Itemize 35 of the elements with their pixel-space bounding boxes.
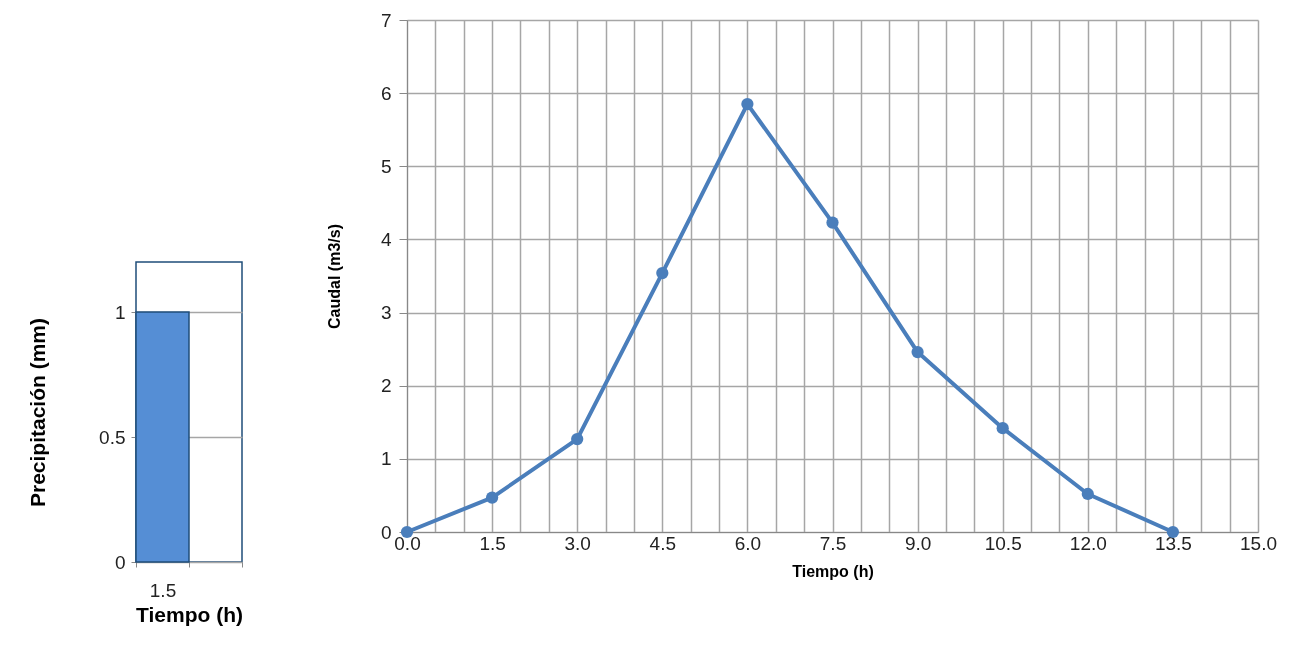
x-tick-label: 1.5 <box>479 532 506 554</box>
point <box>741 98 754 111</box>
y-tick-label: 0 <box>114 551 126 573</box>
point <box>485 491 499 504</box>
y-axis-title: Caudal (m3/s) <box>325 224 343 329</box>
y-tick-label: 0 <box>380 521 392 543</box>
y-axis-title: Precipitación (mm) <box>26 317 50 508</box>
x-tick-label: 12.0 <box>1069 532 1107 554</box>
y-tick-label: 1 <box>114 301 126 323</box>
x-tick-label: 9.0 <box>904 532 932 554</box>
x-tick-label: 1.5 <box>149 579 177 601</box>
x-tick-label: 13.5 <box>1154 532 1192 554</box>
point <box>996 422 1009 435</box>
x-tick-label: 7.5 <box>819 532 847 554</box>
point <box>826 216 839 229</box>
y-tick-label: 0.5 <box>99 426 126 448</box>
x-tick-label: 3.0 <box>564 532 591 554</box>
x-axis-title: Tiempo (h) <box>792 562 874 580</box>
y-tick-label: 5 <box>380 155 392 177</box>
point <box>911 345 924 359</box>
x-axis-title: Tiempo (h) <box>136 602 243 626</box>
y-tick-label: 7 <box>380 9 392 31</box>
point <box>656 266 669 280</box>
y-tick-label: 3 <box>380 302 392 324</box>
point <box>1081 487 1094 501</box>
y-tick-label: 6 <box>380 82 392 104</box>
point <box>571 433 584 446</box>
x-tick-label: 4.5 <box>649 532 677 554</box>
x-tick-label: 0.0 <box>394 532 421 554</box>
y-tick-label: 2 <box>380 375 392 397</box>
x-tick-label: 6.0 <box>734 532 762 554</box>
y-tick-label: 1 <box>380 448 392 470</box>
x-tick-label: 10.5 <box>984 532 1022 554</box>
x-tick-label: 15.0 <box>1240 532 1277 554</box>
y-tick-label: 4 <box>380 228 392 250</box>
